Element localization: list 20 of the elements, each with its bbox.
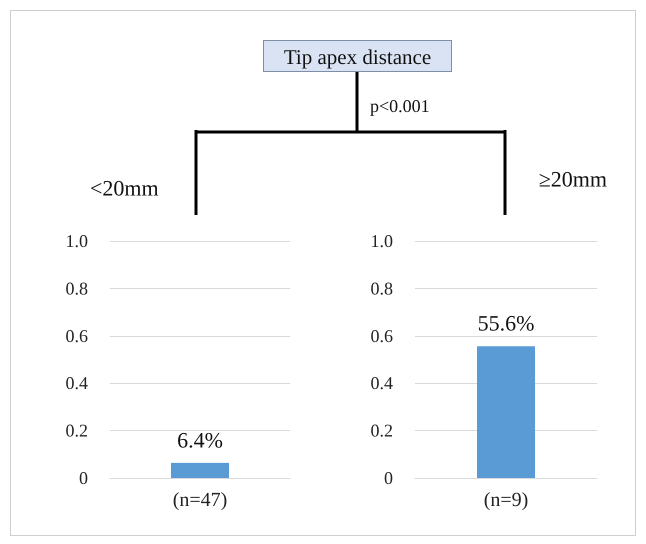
text: p<0.001 — [370, 96, 430, 117]
y-tick-label: 0.2 — [370, 420, 393, 441]
x-tick-label: (n=9) — [484, 489, 528, 511]
text: Tip apex distance — [263, 40, 452, 72]
y-tick-label: 0.6 — [370, 326, 393, 346]
y-tick-label: 0.4 — [66, 373, 88, 394]
x-tick-label: (n=47) — [172, 489, 228, 511]
data-label: 6.4% — [177, 427, 223, 452]
y-tick-label: 0.8 — [66, 278, 88, 298]
y-tick-label: 1.0 — [370, 231, 393, 251]
y-tick-label: 0.8 — [370, 278, 393, 298]
chart-title: <20mm — [90, 176, 159, 200]
y-tick-label: 0.6 — [66, 326, 88, 346]
chart-title: ≥20mm — [538, 166, 608, 192]
data-label: 55.6% — [478, 310, 534, 336]
y-tick-label: 0 — [384, 468, 393, 488]
y-tick-label: 0.2 — [66, 420, 88, 441]
y-tick-label: 0.4 — [370, 373, 393, 394]
y-tick-label: 1.0 — [66, 231, 88, 251]
y-tick-label: 0 — [79, 468, 88, 488]
